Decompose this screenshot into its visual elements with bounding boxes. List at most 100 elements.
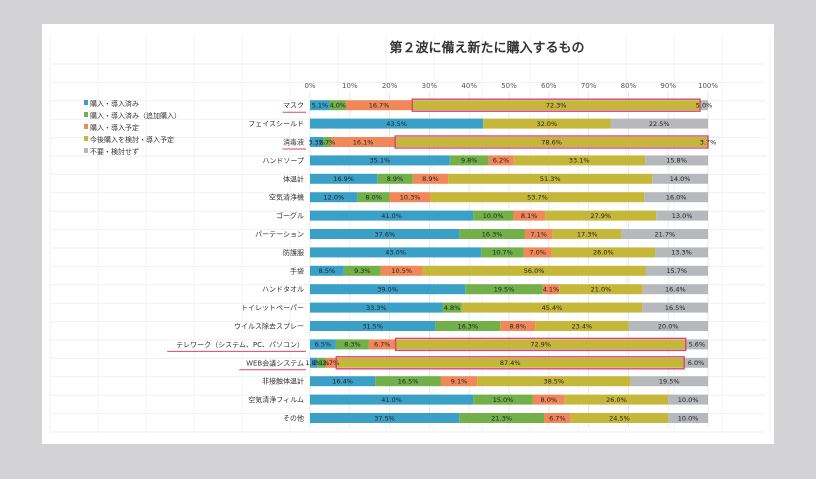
data-label: 31.5% (362, 322, 383, 330)
chart-title: 第２波に備え新たに購入するもの (389, 40, 584, 56)
bar-segment (343, 265, 381, 276)
data-label: 2.7% (319, 138, 336, 146)
data-label: 19.5% (494, 286, 515, 294)
bar-segment (310, 376, 376, 387)
category-label: フェイスシールド (248, 120, 304, 128)
highlight-box (335, 356, 685, 370)
bar-segment (345, 100, 413, 111)
data-label: 22.5% (649, 120, 670, 128)
legend-swatch (84, 148, 88, 153)
data-label: 6.7% (374, 341, 391, 349)
data-label: 16.7% (369, 102, 390, 110)
data-label: 10.0% (678, 414, 699, 422)
data-label: 27.9% (590, 212, 611, 220)
data-label: 4.0% (330, 102, 347, 110)
x-tick-label: 0% (304, 82, 315, 90)
data-label: 5.0% (696, 102, 713, 110)
legend-swatch (84, 124, 88, 129)
data-label: 15.0% (493, 396, 514, 404)
bar-segment (310, 210, 474, 221)
bar-segment (630, 376, 708, 387)
x-tick-label: 10% (342, 82, 358, 90)
bar-segment (310, 357, 318, 368)
data-label: 56.0% (524, 267, 545, 275)
bar-segment (389, 192, 431, 203)
data-label: 5.6% (689, 341, 706, 349)
data-label: 8.1% (521, 212, 538, 220)
bar-segment (684, 357, 708, 368)
bar-segment (430, 192, 645, 203)
bar-segment (545, 210, 657, 221)
bar-segment (685, 339, 708, 350)
x-axis-ticks: 0% 10% 20% 30% 40% 50% 60% 70% 80% 90% 100% (304, 82, 718, 90)
data-label: 8.9% (387, 175, 404, 183)
category-label: ハンドソープ (262, 157, 304, 165)
legend-label: 購入・導入済み (90, 99, 139, 108)
legend-swatch (84, 112, 88, 117)
bar-segment (473, 394, 533, 405)
category-label: トイレットペーパー (241, 304, 304, 312)
x-tick-label: 70% (581, 82, 597, 90)
category-label: WEB会議システム (246, 358, 304, 367)
data-label: 16.5% (398, 378, 419, 386)
bar-segment (544, 413, 571, 423)
data-label: 26.0% (606, 396, 627, 404)
bar-segment (310, 321, 436, 331)
bar-segment (523, 247, 552, 258)
bar-segment (642, 302, 708, 313)
bar-segment (336, 357, 685, 368)
data-label: 43.5% (386, 120, 407, 128)
x-tick-label: 90% (660, 82, 676, 90)
legend-label: 不要・検討せず (90, 147, 139, 156)
category-label: 防護服 (283, 248, 304, 257)
data-label-layer: マスク 5.1% 4.0% 16.7% 72.3% 5.0% フェイスシールド 43.5% 32… (176, 102, 716, 423)
data-label: 43.0% (385, 249, 406, 257)
data-label: 14.0% (670, 175, 691, 183)
data-label: 7.0% (529, 249, 546, 257)
data-label: 13.3% (671, 249, 692, 257)
category-label: 非接触体温計 (262, 377, 304, 386)
bar-segment (642, 284, 708, 295)
bar-segment (310, 192, 358, 203)
bar-segment (473, 210, 513, 221)
data-label: 32.0% (536, 120, 557, 128)
data-label: 8.0% (365, 194, 382, 202)
data-label: 7.1% (530, 230, 547, 238)
data-label: 37.5% (374, 414, 395, 422)
data-label: 9.3% (354, 267, 371, 275)
category-label: 空気清浄機 (269, 193, 304, 202)
bar-segment (524, 229, 553, 239)
legend-swatch (84, 100, 88, 105)
bar-segment (422, 265, 646, 276)
data-label: 10.0% (483, 212, 504, 220)
bar-segment (435, 321, 501, 331)
data-label: 17.3% (577, 230, 598, 238)
data-label: 16.1% (353, 138, 374, 146)
data-label: 19.5% (659, 378, 680, 386)
bar-segment (335, 339, 369, 350)
bar-segment (656, 210, 708, 221)
category-label: テレワーク（システム、PC、パソコン） (176, 341, 304, 349)
bar-segment (481, 247, 524, 258)
bar-segment (310, 302, 443, 313)
bar-segment (645, 155, 708, 166)
data-label: 16.9% (333, 175, 354, 183)
category-label: パーテーション (255, 231, 304, 239)
bar-segment (459, 229, 525, 239)
bar-segment (621, 229, 708, 239)
data-label: 78.6% (541, 138, 562, 146)
bar-segment (325, 357, 337, 368)
highlight-box (394, 337, 687, 352)
data-label: 13.0% (672, 212, 693, 220)
category-label: 手袋 (290, 266, 304, 275)
bar-segment (655, 247, 708, 258)
data-label: 10.0% (678, 396, 699, 404)
bar-segment (442, 302, 462, 313)
data-label: 21.7% (654, 230, 675, 238)
bar-segment (448, 173, 653, 184)
data-label: 15.8% (666, 157, 687, 165)
data-label: 41.0% (381, 396, 402, 404)
data-label: 9.8% (461, 157, 478, 165)
data-label: 53.7% (527, 194, 548, 202)
data-label: 72.3% (546, 102, 567, 110)
